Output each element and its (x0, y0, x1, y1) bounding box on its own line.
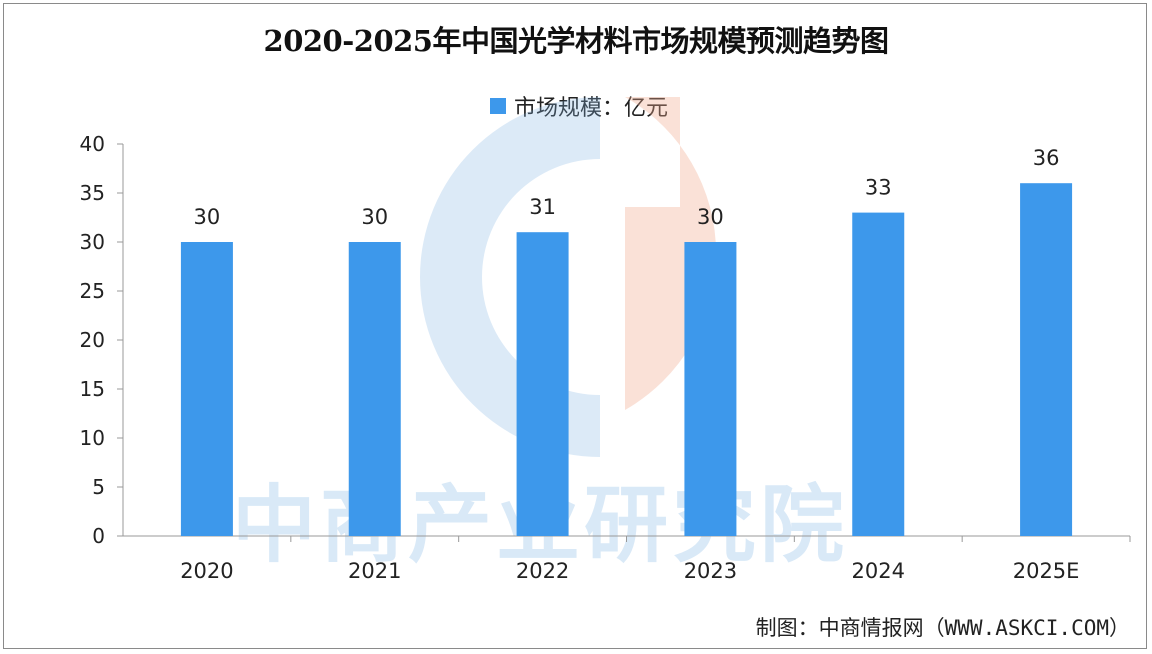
y-tick-label: 0 (92, 524, 105, 548)
x-tick-label: 2022 (516, 559, 569, 583)
y-tick-label: 10 (80, 426, 105, 450)
data-label: 31 (529, 195, 556, 219)
bar (684, 242, 737, 536)
bar (348, 242, 401, 536)
source-note: 制图：中商情报网（WWW.ASKCI.COM） (755, 616, 1130, 640)
bar (1020, 183, 1073, 536)
x-tick-label: 2021 (348, 559, 401, 583)
x-tick-label: 2025E (1013, 559, 1080, 583)
data-label: 36 (1033, 146, 1060, 170)
data-label: 30 (361, 205, 388, 229)
bar (516, 232, 569, 536)
y-tick-label: 30 (80, 230, 105, 254)
x-tick-label: 2023 (684, 559, 737, 583)
data-label: 30 (194, 205, 221, 229)
y-tick-label: 25 (80, 279, 105, 303)
x-tick-label: 2024 (852, 559, 905, 583)
legend-label: 市场规模：亿元 (514, 96, 669, 121)
bar (180, 242, 233, 536)
y-tick-label: 40 (80, 132, 105, 156)
legend-swatch (490, 98, 506, 114)
y-tick-label: 5 (92, 475, 105, 499)
y-tick-label: 20 (80, 328, 105, 352)
bar (852, 212, 905, 536)
data-label: 33 (865, 176, 892, 200)
x-tick-label: 2020 (180, 559, 233, 583)
chart-title: 2020-2025年中国光学材料市场规模预测趋势图 (263, 24, 889, 58)
chart-frame (3, 3, 1147, 649)
y-tick-label: 35 (80, 181, 105, 205)
data-label: 30 (697, 205, 724, 229)
y-tick-label: 15 (80, 377, 105, 401)
legend: 市场规模：亿元 (490, 90, 668, 122)
